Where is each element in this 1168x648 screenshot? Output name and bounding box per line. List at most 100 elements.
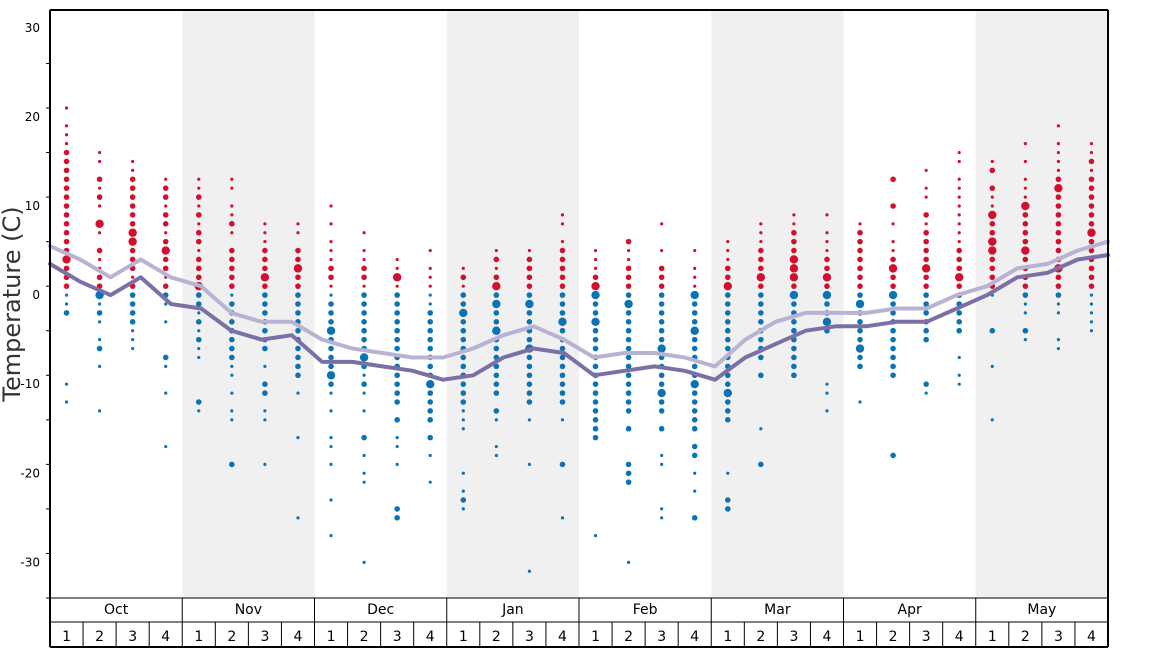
temperature-dot — [592, 310, 599, 316]
temperature-dot — [824, 256, 830, 263]
temperature-dot — [658, 372, 665, 379]
temperature-dot — [691, 336, 698, 343]
week-label: 1 — [327, 629, 336, 645]
temperature-dot — [262, 292, 268, 298]
temperature-dot — [361, 381, 367, 387]
temperature-dot — [295, 310, 301, 316]
temperature-dot — [957, 204, 961, 208]
week-label: 1 — [591, 629, 600, 645]
temperature-dot — [63, 158, 70, 165]
series-line-lower — [48, 253, 1110, 382]
temperature-dot — [362, 409, 366, 413]
temperature-dot — [825, 409, 829, 413]
temperature-dot — [359, 353, 369, 362]
temperature-dot — [129, 256, 136, 263]
temperature-dot — [129, 319, 136, 325]
temperature-dot — [956, 247, 963, 254]
temperature-dot — [658, 425, 665, 432]
temperature-dot — [527, 462, 532, 466]
temperature-dot — [526, 399, 533, 405]
temperature-dot — [128, 228, 137, 237]
temperature-dot — [197, 222, 201, 226]
temperature-dot — [328, 301, 334, 307]
temperature-dot — [162, 265, 169, 272]
temperature-dot — [262, 390, 268, 396]
temperature-dot — [229, 461, 235, 468]
temperature-dot — [625, 408, 632, 414]
temperature-dot — [888, 290, 898, 300]
temperature-dot — [262, 345, 268, 352]
temperature-dot — [494, 266, 498, 270]
temperature-dot — [329, 284, 333, 288]
temperature-dot — [1023, 186, 1027, 190]
temperature-dot — [658, 274, 665, 281]
temperature-dot — [691, 390, 698, 396]
temperature-dot — [329, 240, 333, 244]
temperature-dot — [957, 186, 961, 190]
temperature-dot — [97, 302, 102, 306]
temperature-dot — [97, 320, 102, 324]
temperature-dot — [526, 354, 533, 361]
temperature-dot — [493, 372, 500, 379]
temperature-dot — [1023, 159, 1027, 164]
temperature-dot — [1089, 320, 1094, 324]
temperature-dot — [923, 256, 929, 263]
temperature-dot — [229, 345, 235, 352]
temperature-dot — [857, 327, 863, 334]
temperature-dot — [559, 247, 566, 254]
temperature-dot — [195, 212, 202, 218]
temperature-dot — [328, 381, 334, 387]
temperature-dot — [791, 363, 797, 370]
temperature-dot — [924, 195, 928, 199]
temperature-dot — [63, 167, 70, 174]
temperature-dot — [493, 310, 500, 316]
temperature-dot — [791, 345, 797, 352]
temperature-dot — [525, 299, 534, 309]
week-label: 3 — [789, 629, 798, 645]
temperature-dot — [657, 388, 666, 398]
temperature-dot — [263, 222, 267, 226]
temperature-dot — [427, 399, 434, 405]
temperature-dot — [230, 177, 234, 181]
temperature-dot — [858, 400, 862, 404]
temperature-dot — [64, 124, 69, 128]
temperature-dot — [825, 382, 829, 386]
temperature-dot — [295, 345, 301, 352]
temperature-dot — [625, 274, 632, 281]
temperature-dot — [560, 418, 565, 422]
temperature-dot — [758, 354, 764, 361]
temperature-dot — [63, 212, 70, 218]
temperature-dot — [625, 345, 632, 352]
temperature-dot — [394, 310, 400, 316]
temperature-dot — [592, 434, 599, 441]
temperature-dot — [164, 302, 168, 306]
temperature-dot — [1088, 185, 1095, 191]
temperature-dot — [924, 186, 928, 190]
temperature-dot — [394, 301, 400, 307]
month-label-mar: Mar — [764, 602, 791, 618]
temperature-dot — [229, 301, 235, 307]
temperature-dot — [724, 372, 731, 379]
temperature-dot — [1087, 228, 1096, 237]
temperature-dot — [460, 274, 467, 281]
temperature-dot — [195, 336, 202, 343]
temperature-dot — [1055, 176, 1062, 183]
temperature-dot — [296, 516, 300, 520]
y-tick-label: 30 — [25, 21, 40, 35]
temperature-dot — [460, 399, 467, 405]
temperature-dot — [657, 344, 666, 353]
temperature-dot — [923, 381, 929, 387]
temperature-dot — [559, 256, 566, 263]
temperature-dot — [825, 248, 829, 253]
temperature-dot — [428, 248, 432, 253]
week-label: 3 — [260, 629, 269, 645]
shade-band-jan — [446, 10, 579, 598]
temperature-dot — [63, 203, 70, 209]
temperature-dot — [230, 409, 234, 413]
temperature-dot — [1089, 168, 1094, 172]
temperature-dot — [988, 210, 997, 220]
y-tick-label: 10 — [25, 199, 40, 213]
month-shading — [182, 10, 1108, 598]
temperature-dot — [295, 354, 301, 361]
temperature-dot — [96, 194, 103, 200]
